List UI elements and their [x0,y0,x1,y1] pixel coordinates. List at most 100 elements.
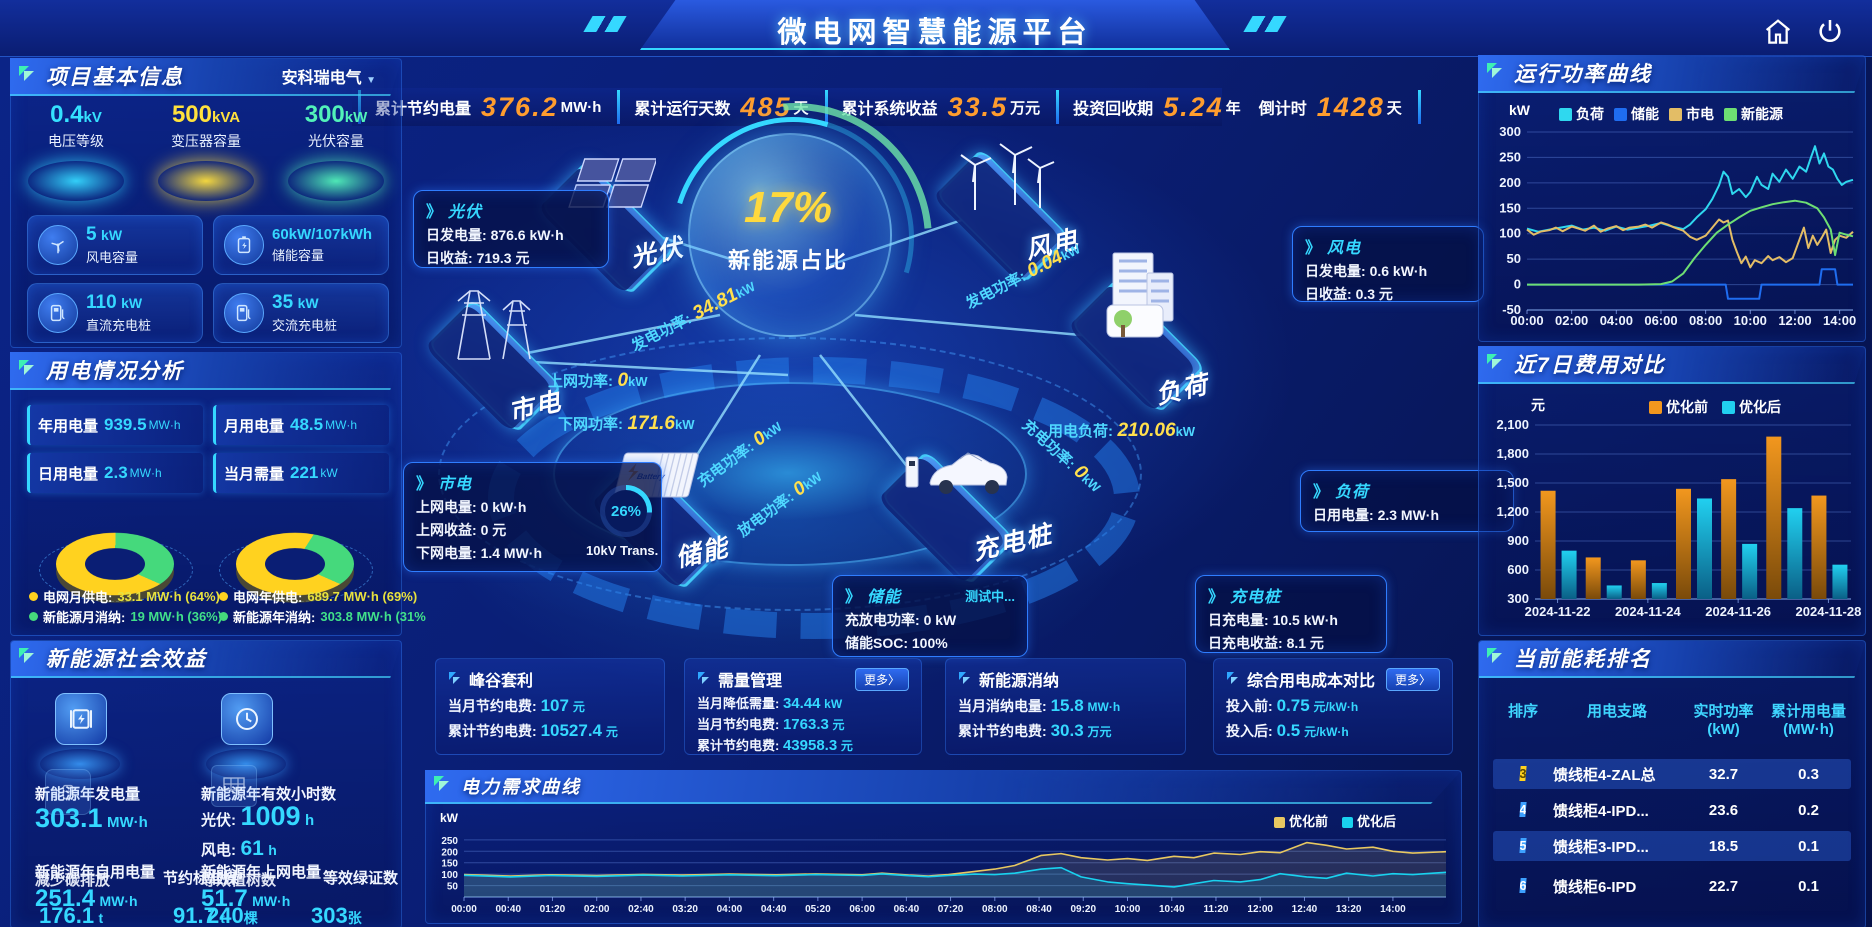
table-row[interactable]: 6 馈线柜6-IPD 22.7 0.1 [1493,871,1851,901]
generator-icon [37,693,123,779]
stat-unit: MW·h [129,466,162,480]
svg-text:150: 150 [1499,200,1521,215]
box-title: 负荷 [1335,484,1370,501]
power-pylon-graphic [428,263,558,368]
chart-legend: 优化前 优化后 [1274,811,1396,830]
renewable-percent: 17% [743,183,833,232]
svg-text:250: 250 [1499,149,1521,164]
voltage-level-stat: 0.4kV 电压等级 [17,101,135,201]
legend-label: 市电 [1686,106,1714,122]
more-button[interactable]: 更多〉 [854,667,909,691]
svg-text:00:40: 00:40 [495,904,521,915]
gauge-value: 26% [605,490,647,532]
legend-value: 19 MW·h (36%) [130,609,223,624]
energy-value: 0.1 [1798,877,1819,895]
battery-icon [45,769,91,815]
svg-text:1,500: 1,500 [1496,475,1529,490]
svg-text:04:00: 04:00 [717,904,743,915]
panel-corner-icon [19,360,34,375]
legend-item: 新能源年消纳: 303.8 MW·h (31% [219,607,426,626]
svg-text:10:40: 10:40 [1159,904,1185,915]
legend-label: 优化后 [1739,399,1781,415]
kpi-label: 累计系统收益 [841,101,938,118]
branch-name: 馈线柜3-IPD... [1553,838,1649,856]
legend-value: 33.1 MW·h (64%) [117,589,220,604]
svg-text:02:00: 02:00 [584,904,610,915]
branch-name: 馈线柜6-IPD [1553,878,1637,896]
svg-text:2024-11-28: 2024-11-28 [1796,604,1861,619]
panel-corner-icon [1487,63,1502,78]
stat-value: 500 [171,101,212,128]
power-curve-chart: -50 0 50 100 150 200 250 300 00:00 02:00 04:00 06:0… [1499,124,1856,328]
box-title: 储能 [867,589,902,606]
box-title: 光伏 [448,204,483,221]
charger-info-box: 》充电桩 日充电量: 10.5 kW·h 日充电收益: 8.1 元 [1195,575,1387,653]
svg-text:02:00: 02:00 [1555,313,1588,328]
company-dropdown[interactable]: 安科瑞电气 ▼ [281,70,376,87]
legend-swatch [1649,401,1662,414]
card-value: 60kW/107kWh [272,226,373,243]
benefit-value: 光伏: 1009 h [201,801,315,831]
transformer-capacity-stat: 500kVA 变压器容量 [147,101,265,201]
stat-unit: kV [83,109,102,126]
legend-label: 优化前 [1289,814,1329,829]
legend-dot [29,612,38,621]
card-value: 35 [272,292,294,313]
flow-label: 用电负荷: 210.06kW [1048,420,1196,441]
axis-unit-label: 元 [1531,397,1545,413]
legend-label: 新能源 [1741,106,1783,122]
demand-mgmt-box: 需量管理 更多〉 当月降低需量: 34.44 kW 当月节约电费: 1763.3… [684,658,922,755]
wind-turbine-graphic [945,120,1055,220]
arrow-icon: 》 [845,589,862,606]
arrow-icon: 》 [416,476,433,493]
card-value: 110 [86,292,117,313]
more-button[interactable]: 更多〉 [1385,667,1440,691]
stat-value: 0.4 [50,101,84,128]
kpi-unit: 天 [793,99,809,117]
renewable-consumption-box: 新能源消纳 当月消纳电量: 15.8 MW·h 累计节约电费: 30.3 万元 [945,658,1186,755]
rank-badge: 6 [1519,878,1527,893]
column-header: 累计用电量 (MW·h) [1770,703,1846,738]
storage-capacity-card: 60kW/107kWh 储能容量 [213,215,389,275]
chevron-down-icon: ▼ [366,75,376,86]
donut-hole [85,548,145,580]
svg-text:900: 900 [1507,533,1529,548]
benefit-value: 91.7 t [173,903,225,927]
table-row[interactable]: 5 馈线柜3-IPD... 18.5 0.1 [1493,831,1851,861]
svg-text:2024-11-24: 2024-11-24 [1615,604,1682,619]
flag-icon [959,672,970,684]
stat-value: 939.5 [104,415,147,434]
glow-pedestal [28,161,124,201]
ac-charger-card: 35 kW 交流充电桩 [213,283,389,343]
benefit-label: 等效植树数 [201,872,277,889]
table-row[interactable]: 4 馈线柜4-IPD... 23.6 0.2 [1493,795,1851,825]
box-title: 充电桩 [1230,589,1282,606]
page-title: 微电网智慧能源平台 [777,17,1093,49]
svg-text:08:00: 08:00 [982,904,1008,915]
card-label: 风电容量 [86,250,139,265]
svg-text:200: 200 [441,847,458,858]
home-icon[interactable] [1762,16,1794,48]
branch-name: 馈线柜4-ZAL总 [1553,766,1656,784]
card-value: 5 [86,224,97,245]
svg-text:12:00: 12:00 [1247,904,1273,915]
panel-title: 用电情况分析 [46,360,184,383]
benefit-panel: 新能源社会效益 新能源年发电量 新能源年有效小时数 303.1 MW·h 光伏:… [10,640,402,927]
legend-label: 负荷 [1576,106,1604,122]
stat-label: 年用电量 [38,417,99,435]
legend-label: 优化后 [1357,814,1397,829]
svg-text:07:20: 07:20 [938,904,964,915]
table-body: 3 馈线柜4-ZAL总 32.7 0.3 4 馈线柜4-IPD... 23.6 … [1493,753,1851,918]
power-icon[interactable] [1814,16,1846,48]
card-label: 储能容量 [272,248,325,263]
card-unit: kW [101,227,123,243]
svg-text:2,100: 2,100 [1496,419,1529,432]
box-title: 市电 [438,476,473,493]
table-row[interactable]: 3 馈线柜4-ZAL总 32.7 0.3 [1493,759,1851,789]
card-unit: kW [121,295,143,311]
kpi-label: 倒计时 [1258,101,1307,118]
legend-swatch [1559,108,1572,121]
svg-text:50: 50 [1507,251,1521,266]
rank-badge: 3 [1519,766,1527,781]
flow-label: 上网功率: 0kW [548,370,648,391]
